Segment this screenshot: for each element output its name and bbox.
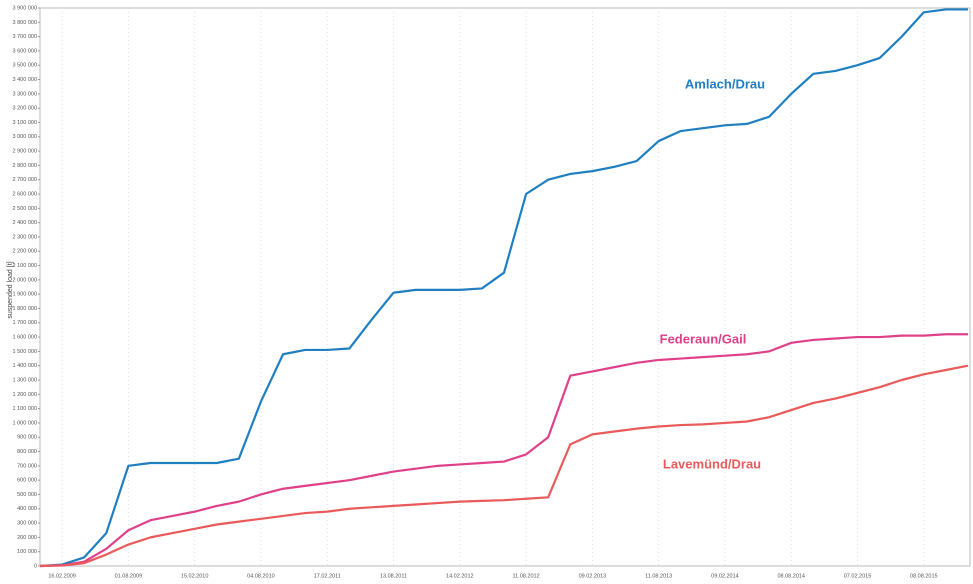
y-tick-label: 1 200 000 bbox=[13, 392, 37, 398]
x-tick-label: 11.08.2013 bbox=[645, 573, 672, 579]
series-line bbox=[39, 333, 968, 568]
y-tick-label: 2 200 000 bbox=[13, 249, 37, 255]
y-tick-label: 2 500 000 bbox=[13, 206, 37, 212]
y-tick-label: 1 900 000 bbox=[13, 292, 37, 298]
y-tick-label: 1 500 000 bbox=[13, 349, 37, 355]
y-tick-label: 3 000 000 bbox=[13, 134, 37, 140]
y-tick-label: 2 700 000 bbox=[13, 177, 37, 183]
y-tick-label: 3 900 000 bbox=[13, 5, 37, 11]
x-tick-label: 08.08.2015 bbox=[910, 573, 938, 579]
x-tick-label: 17.02.2011 bbox=[314, 573, 341, 579]
y-tick-label: 700 000 bbox=[17, 463, 37, 469]
y-tick-label: 3 800 000 bbox=[13, 20, 37, 26]
x-tick-label: 08.08.2014 bbox=[777, 573, 805, 579]
y-tick-label: 100 000 bbox=[17, 549, 37, 555]
y-tick-label: 1 400 000 bbox=[13, 363, 37, 369]
y-tick-label: 900 000 bbox=[17, 435, 37, 441]
x-tick-label: 14.02.2012 bbox=[446, 573, 474, 579]
y-tick-label: 2 800 000 bbox=[13, 163, 37, 169]
y-tick-label: 2 000 000 bbox=[13, 277, 37, 283]
y-tick-label: 0 bbox=[34, 563, 37, 569]
x-tick-label: 16.02.2009 bbox=[48, 573, 76, 579]
y-tick-label: 1 800 000 bbox=[13, 306, 37, 312]
y-tick-label: 1 700 000 bbox=[13, 320, 37, 326]
y-tick-label: 3 200 000 bbox=[13, 106, 37, 112]
annotation: Amlach/Drau bbox=[685, 76, 765, 91]
y-tick-label: 400 000 bbox=[17, 506, 37, 512]
y-tick-label: 3 400 000 bbox=[13, 77, 37, 83]
y-tick-label: 2 900 000 bbox=[13, 149, 37, 155]
y-tick-label: 200 000 bbox=[17, 535, 37, 541]
x-tick-label: 11.08.2012 bbox=[513, 573, 540, 579]
y-tick-label: 1 600 000 bbox=[13, 335, 37, 341]
y-tick-label: 500 000 bbox=[17, 492, 37, 498]
x-tick-label: 01.08.2009 bbox=[115, 573, 143, 579]
x-tick-label: 15.02.2010 bbox=[181, 573, 209, 579]
x-tick-label: 07.02.2015 bbox=[844, 573, 872, 579]
plot-frame bbox=[39, 7, 971, 567]
y-tick-label: 3 100 000 bbox=[13, 120, 37, 126]
annotation: Lavemünd/Drau bbox=[663, 456, 761, 471]
x-tick-label: 09.02.2014 bbox=[711, 573, 739, 579]
y-tick-label: 2 100 000 bbox=[13, 263, 37, 269]
y-tick-label: 2 400 000 bbox=[13, 220, 37, 226]
y-axis-title: suspended load [t] bbox=[7, 261, 14, 318]
y-tick-label: 600 000 bbox=[17, 478, 37, 484]
y-tick-label: 300 000 bbox=[17, 521, 37, 527]
series-line bbox=[39, 364, 969, 568]
y-tick-label: 3 300 000 bbox=[13, 91, 37, 97]
x-tick-label: 09.02.2013 bbox=[579, 573, 607, 579]
y-tick-label: 3 700 000 bbox=[13, 34, 37, 40]
series-line bbox=[39, 8, 968, 568]
y-tick-label: 1 100 000 bbox=[13, 406, 37, 412]
y-tick-label: 800 000 bbox=[17, 449, 37, 455]
y-tick-label: 1 000 000 bbox=[13, 420, 37, 426]
y-tick-label: 2 300 000 bbox=[13, 234, 37, 240]
y-tick-label: 3 500 000 bbox=[13, 63, 37, 69]
y-tick-label: 3 600 000 bbox=[13, 48, 37, 54]
y-tick-label: 2 600 000 bbox=[13, 191, 37, 197]
x-tick-label: 04.08.2010 bbox=[247, 573, 275, 579]
x-tick-label: 13.08.2011 bbox=[380, 573, 407, 579]
annotation: Federaun/Gail bbox=[660, 331, 747, 346]
y-tick-label: 1 300 000 bbox=[13, 377, 37, 383]
